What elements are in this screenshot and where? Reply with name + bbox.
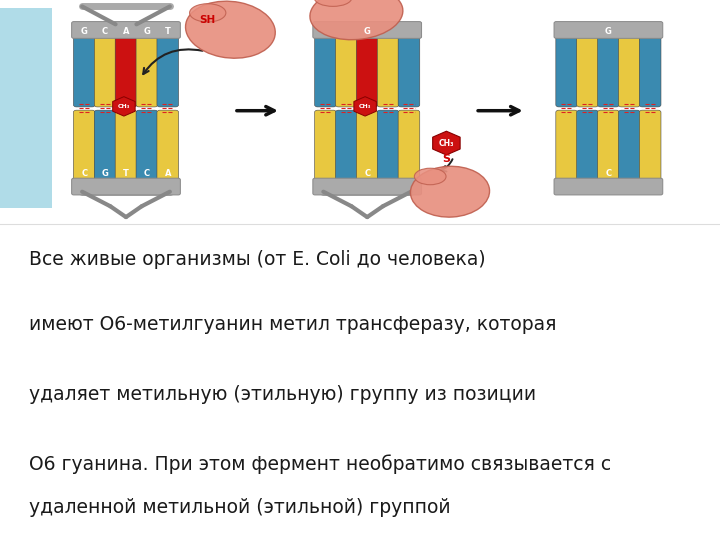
Text: T: T	[123, 169, 129, 178]
FancyBboxPatch shape	[377, 110, 399, 182]
Text: C: C	[102, 27, 108, 36]
Text: C: C	[364, 169, 370, 178]
FancyBboxPatch shape	[73, 110, 95, 182]
FancyBboxPatch shape	[377, 36, 399, 107]
FancyBboxPatch shape	[577, 110, 598, 182]
FancyBboxPatch shape	[398, 36, 420, 107]
Ellipse shape	[410, 166, 490, 217]
Ellipse shape	[310, 0, 403, 40]
FancyBboxPatch shape	[398, 110, 420, 182]
Ellipse shape	[189, 4, 226, 22]
FancyBboxPatch shape	[315, 36, 336, 107]
FancyBboxPatch shape	[556, 36, 577, 107]
Text: Все живые организмы (от E. Coli до человека): Все живые организмы (от E. Coli до челов…	[29, 249, 485, 269]
FancyBboxPatch shape	[356, 36, 378, 107]
Text: SH: SH	[199, 15, 215, 25]
FancyBboxPatch shape	[157, 110, 179, 182]
Text: удаленной метильной (этильной) группой: удаленной метильной (этильной) группой	[29, 498, 451, 517]
FancyBboxPatch shape	[556, 110, 577, 182]
FancyBboxPatch shape	[315, 110, 336, 182]
Text: О6 гуанина. При этом фермент необратимо связывается с: О6 гуанина. При этом фермент необратимо …	[29, 455, 611, 474]
FancyBboxPatch shape	[157, 36, 179, 107]
Text: C: C	[81, 169, 87, 178]
Text: G: G	[102, 169, 109, 178]
Text: G: G	[143, 27, 150, 36]
FancyBboxPatch shape	[94, 110, 116, 182]
Ellipse shape	[314, 0, 352, 6]
Ellipse shape	[186, 1, 275, 58]
Ellipse shape	[415, 168, 446, 185]
Text: G: G	[364, 27, 371, 36]
Text: A: A	[164, 169, 171, 178]
FancyBboxPatch shape	[618, 110, 640, 182]
FancyBboxPatch shape	[639, 110, 661, 182]
FancyBboxPatch shape	[312, 178, 422, 195]
Text: S: S	[442, 154, 451, 164]
FancyBboxPatch shape	[356, 110, 378, 182]
FancyBboxPatch shape	[136, 110, 158, 182]
Text: удаляет метильную (этильную) группу из позиции: удаляет метильную (этильную) группу из п…	[29, 384, 536, 404]
FancyBboxPatch shape	[598, 36, 619, 107]
Text: G: G	[605, 27, 612, 36]
Text: C: C	[144, 169, 150, 178]
FancyBboxPatch shape	[73, 36, 95, 107]
FancyBboxPatch shape	[554, 22, 662, 38]
Text: G: G	[81, 27, 88, 36]
Text: C: C	[606, 169, 611, 178]
FancyBboxPatch shape	[72, 178, 181, 195]
FancyBboxPatch shape	[618, 36, 640, 107]
FancyBboxPatch shape	[577, 36, 598, 107]
FancyBboxPatch shape	[72, 22, 181, 38]
FancyBboxPatch shape	[336, 110, 357, 182]
FancyBboxPatch shape	[115, 36, 137, 107]
FancyBboxPatch shape	[598, 110, 619, 182]
Text: CH₃: CH₃	[117, 104, 130, 109]
Text: имеют О6-метилгуанин метил трансферазу, которая: имеют О6-метилгуанин метил трансферазу, …	[29, 314, 557, 334]
FancyBboxPatch shape	[554, 178, 662, 195]
FancyBboxPatch shape	[639, 36, 661, 107]
Text: A: A	[122, 27, 130, 36]
FancyBboxPatch shape	[94, 36, 116, 107]
Text: CH₃: CH₃	[359, 104, 372, 109]
Text: CH₃: CH₃	[438, 139, 454, 147]
Text: T: T	[165, 27, 171, 36]
Bar	[0, 8, 52, 208]
FancyBboxPatch shape	[115, 110, 137, 182]
FancyBboxPatch shape	[136, 36, 158, 107]
FancyBboxPatch shape	[312, 22, 422, 38]
FancyBboxPatch shape	[336, 36, 357, 107]
